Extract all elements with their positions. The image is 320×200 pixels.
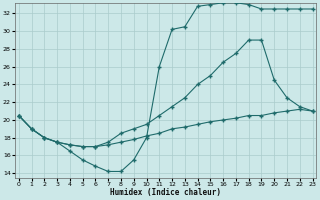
X-axis label: Humidex (Indice chaleur): Humidex (Indice chaleur) — [110, 188, 221, 197]
